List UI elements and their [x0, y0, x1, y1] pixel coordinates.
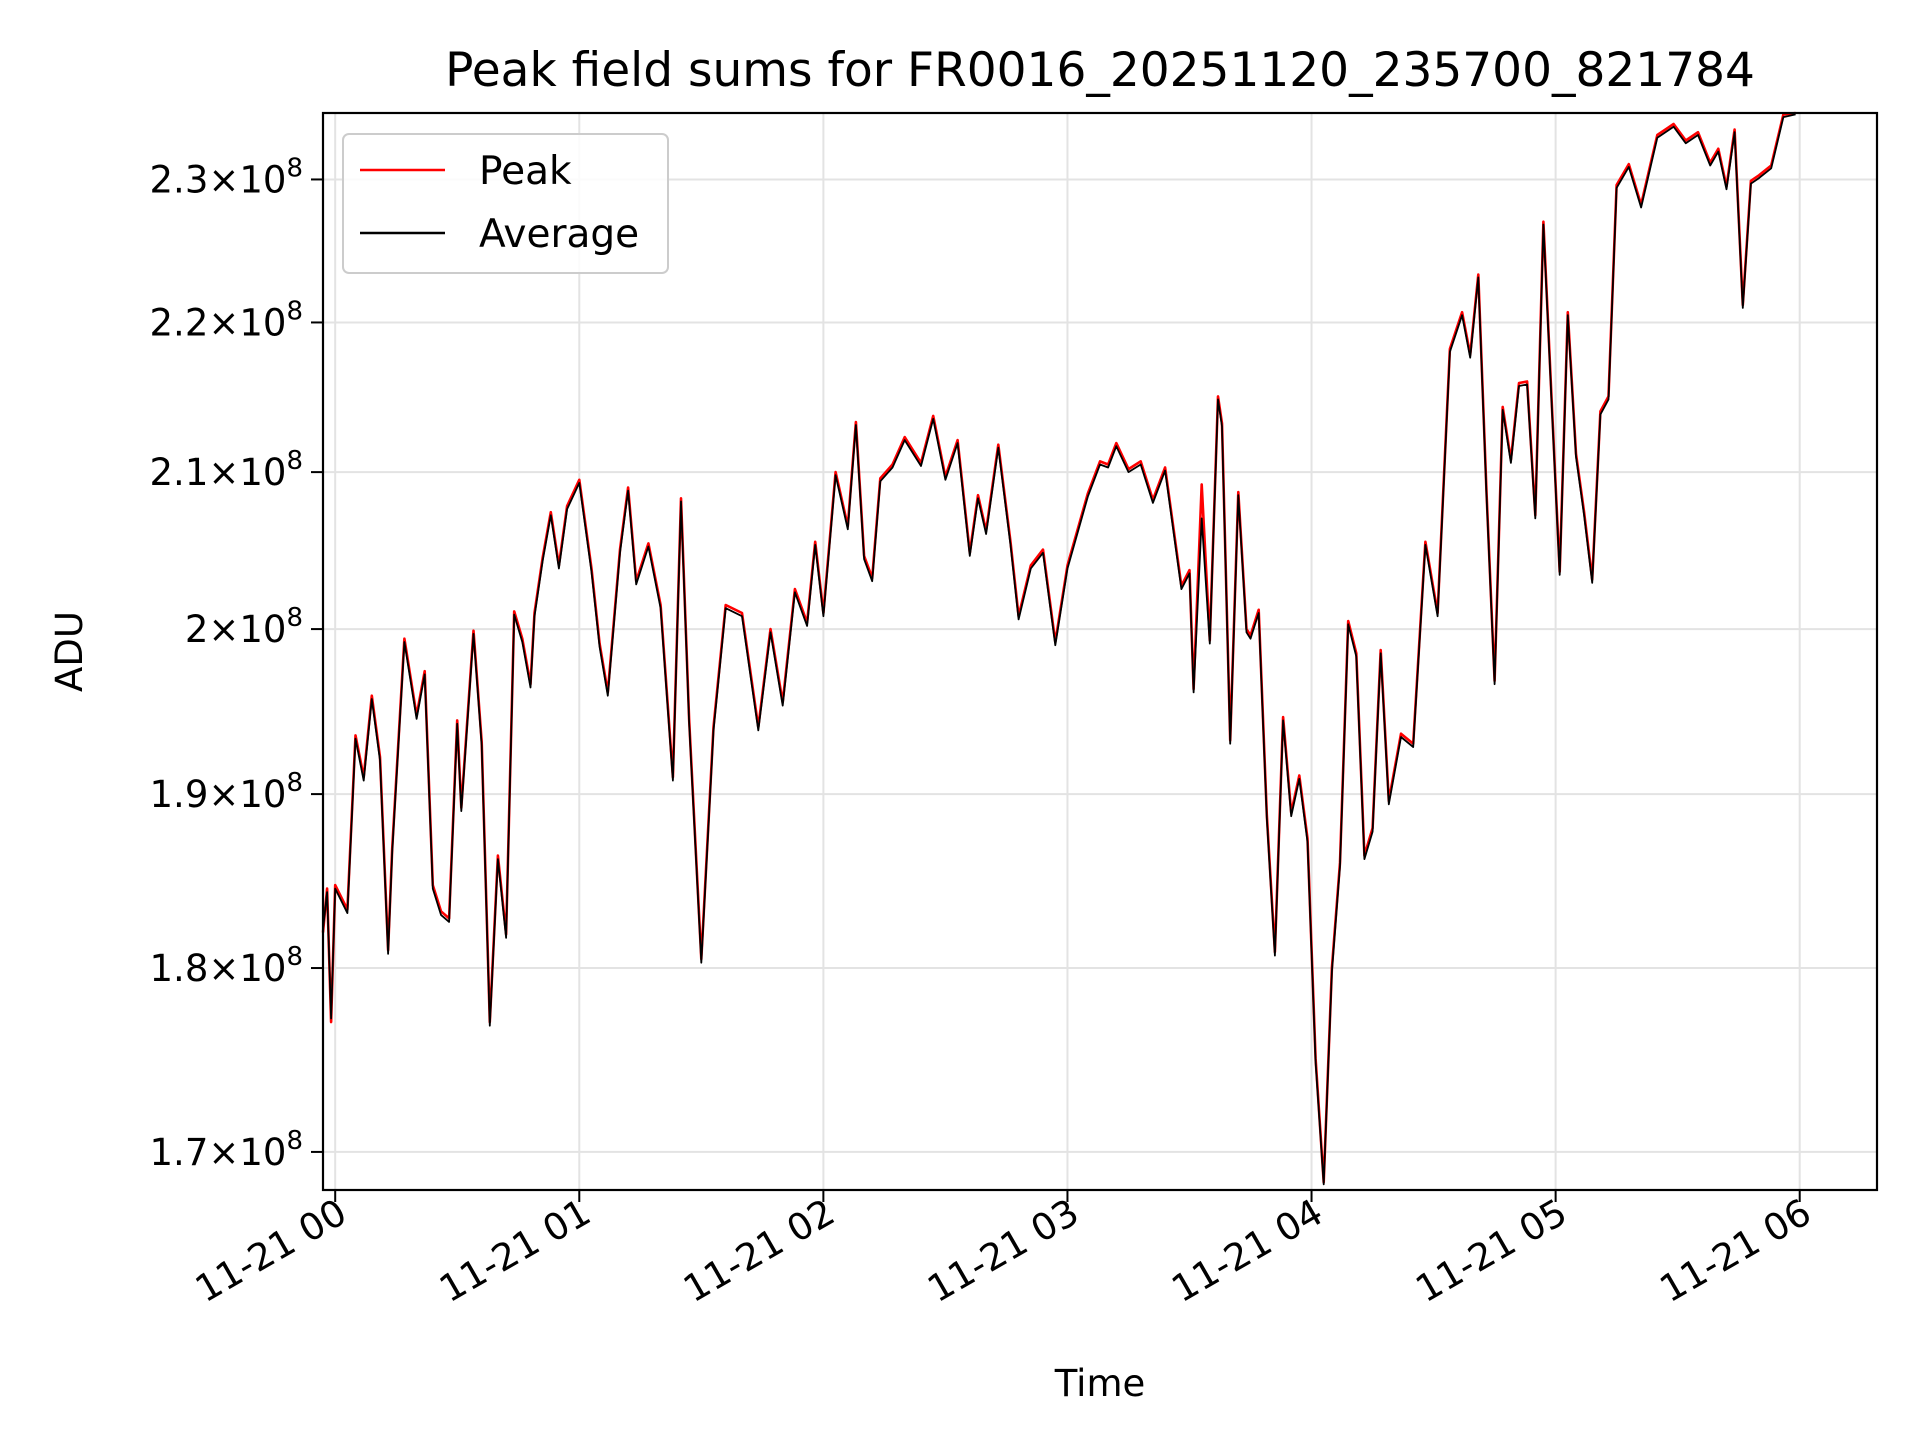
series-line-average: [322, 113, 1796, 1186]
legend: Peak Average: [342, 133, 669, 274]
grid: [323, 113, 1877, 1190]
legend-box: [342, 133, 669, 274]
x-axis-label: Time: [1054, 1362, 1146, 1405]
y-axis-label: ADU: [48, 611, 91, 692]
series-layer: [321, 111, 1796, 1186]
y-tick-label: 1.8×108: [150, 942, 303, 990]
y-tick-label: 2.2×108: [150, 296, 303, 344]
legend-label: Average: [479, 212, 639, 257]
y-tick-label: 2×108: [185, 603, 303, 651]
y-tick-label: 1.9×108: [150, 768, 303, 816]
legend-label: Peak: [479, 149, 572, 194]
y-tick-label: 1.7×108: [150, 1126, 303, 1174]
plot-frame: [321, 111, 1879, 1192]
y-tick-label: 2.3×108: [150, 153, 303, 201]
chart-title: Peak field sums for FR0016_20251120_2357…: [445, 43, 1755, 98]
y-axis: 1.7×108 1.8×108 1.9×108 2×108 2.1×108 2.2×108…: [150, 153, 323, 1174]
y-tick-label: 2.1×108: [150, 446, 303, 494]
